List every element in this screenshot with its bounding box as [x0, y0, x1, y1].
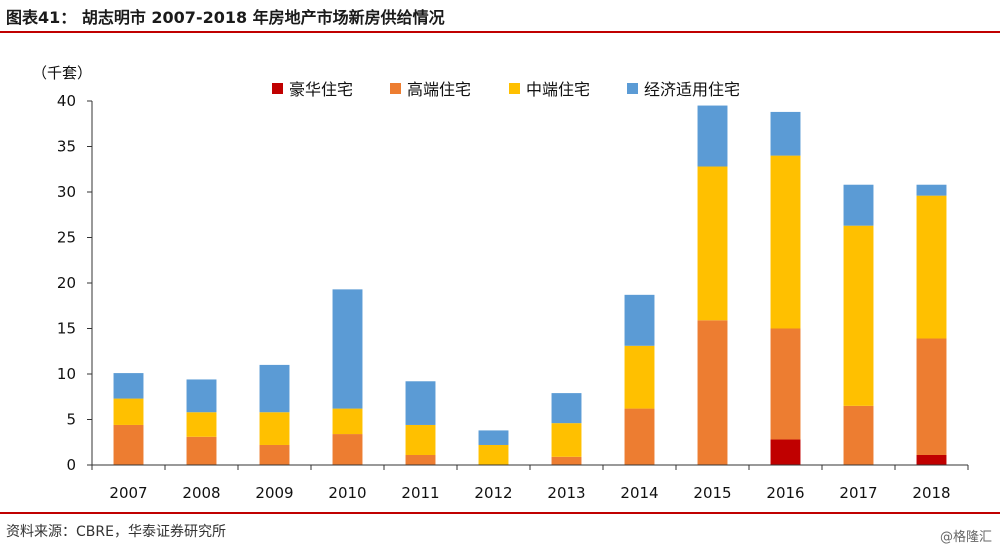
bar-segment-2016-2 — [770, 155, 801, 329]
y-tick-label: 0 — [66, 456, 76, 474]
x-tick-label: 2012 — [474, 484, 512, 502]
bar-segment-2015-3 — [697, 105, 728, 167]
x-tick-label: 2009 — [255, 484, 293, 502]
bar-segment-2018-2 — [916, 195, 947, 339]
bar-segment-2016-3 — [770, 111, 801, 156]
bar-segment-2013-1 — [551, 456, 582, 465]
x-tick-label: 2016 — [766, 484, 804, 502]
bar-segment-2009-2 — [259, 412, 290, 445]
bar-segment-2015-1 — [697, 320, 728, 465]
x-tick-label: 2014 — [620, 484, 658, 502]
y-tick-label: 10 — [57, 365, 76, 383]
x-tick-label: 2011 — [401, 484, 439, 502]
x-tick-label: 2010 — [328, 484, 366, 502]
bar-segment-2007-1 — [113, 424, 144, 465]
bar-segment-2010-1 — [332, 434, 363, 465]
legend-swatch — [509, 83, 520, 94]
bar-segment-2017-2 — [843, 225, 874, 406]
y-tick-label: 5 — [66, 411, 76, 429]
bar-segment-2017-3 — [843, 184, 874, 226]
legend-label: 高端住宅 — [407, 80, 471, 99]
bar-segment-2014-2 — [624, 345, 655, 409]
bar-segment-2018-1 — [916, 338, 947, 455]
bar-segment-2007-3 — [113, 373, 144, 399]
watermark-text: @格隆汇 — [939, 530, 992, 545]
bar-segment-2017-1 — [843, 405, 874, 465]
bars — [113, 105, 947, 465]
bar-segment-2014-3 — [624, 294, 655, 346]
bar-segment-2012-2 — [478, 444, 509, 465]
bar-segment-2008-2 — [186, 412, 217, 437]
top-divider — [0, 31, 1000, 33]
chart-title: 图表41： 胡志明市 2007-2018 年房地产市场新房供给情况 — [6, 8, 445, 27]
bar-segment-2007-2 — [113, 398, 144, 425]
x-axis: 2007 2008 2009 2010 2011 2012 2013 2014 2015 2016… — [91, 464, 969, 502]
legend-swatch — [390, 83, 401, 94]
bar-segment-2012-3 — [478, 430, 509, 445]
x-tick-label: 2007 — [109, 484, 147, 502]
bar-segment-2013-3 — [551, 393, 582, 424]
legend: 豪华住宅 高端住宅 中端住宅 经济适用住宅 — [272, 80, 740, 99]
x-tick-label: 2015 — [693, 484, 731, 502]
bar-segment-2015-2 — [697, 166, 728, 321]
y-tick-label: 40 — [57, 92, 76, 110]
y-axis: 0 5 10 15 20 25 30 35 40 — [57, 92, 93, 474]
legend-label: 中端住宅 — [526, 80, 590, 99]
legend-swatch — [272, 83, 283, 94]
x-tick-label: 2008 — [182, 484, 220, 502]
bar-segment-2018-0 — [916, 454, 947, 465]
y-tick-label: 30 — [57, 183, 76, 201]
y-tick-label: 15 — [57, 320, 76, 338]
bar-segment-2016-0 — [770, 439, 801, 465]
bar-segment-2011-2 — [405, 424, 436, 455]
bar-segment-2018-3 — [916, 184, 947, 196]
bar-segment-2016-1 — [770, 328, 801, 440]
bottom-divider — [0, 512, 1000, 514]
bar-segment-2013-2 — [551, 423, 582, 457]
bar-segment-2011-1 — [405, 454, 436, 465]
x-tick-label: 2018 — [912, 484, 950, 502]
legend-label: 经济适用住宅 — [644, 80, 740, 99]
bar-segment-2008-1 — [186, 436, 217, 465]
bar-segment-2011-3 — [405, 381, 436, 425]
y-tick-label: 25 — [57, 229, 76, 247]
x-tick-label: 2017 — [839, 484, 877, 502]
bar-segment-2010-2 — [332, 408, 363, 435]
y-tick-label: 20 — [57, 274, 76, 292]
y-tick-label: 35 — [57, 138, 76, 156]
bar-segment-2014-1 — [624, 408, 655, 465]
source-note: 资料来源：CBRE，华泰证券研究所 — [6, 524, 226, 540]
bar-segment-2009-3 — [259, 364, 290, 413]
legend-label: 豪华住宅 — [289, 80, 353, 99]
bar-segment-2008-3 — [186, 379, 217, 413]
x-tick-label: 2013 — [547, 484, 585, 502]
y-axis-label: （千套） — [32, 64, 92, 82]
bar-segment-2009-1 — [259, 444, 290, 465]
legend-swatch — [627, 83, 638, 94]
bar-segment-2010-3 — [332, 289, 363, 409]
